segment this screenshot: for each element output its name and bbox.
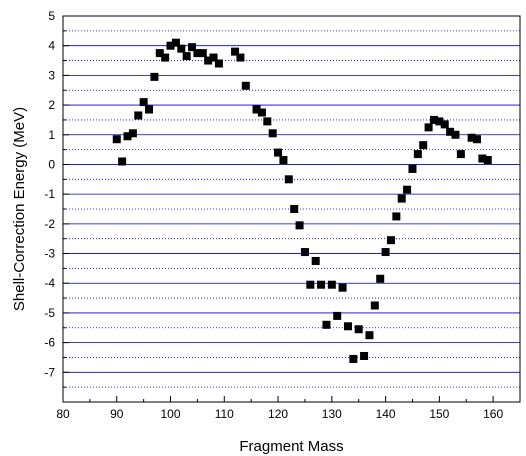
- data-point: [435, 117, 444, 126]
- data-points: [112, 38, 492, 363]
- data-point: [483, 156, 492, 165]
- x-tick-label: 130: [322, 407, 342, 421]
- y-axis-title: Shell-Correction Energy (MeV): [11, 107, 28, 311]
- data-point: [311, 256, 320, 265]
- data-point: [376, 274, 385, 283]
- y-tick-label: 0: [48, 157, 55, 171]
- data-point: [171, 38, 180, 47]
- axis-ticks: [62, 15, 494, 402]
- data-point: [397, 194, 406, 203]
- data-point: [446, 127, 455, 136]
- data-point: [349, 354, 358, 363]
- x-tick-label: 110: [215, 407, 234, 421]
- x-tick-label: 100: [161, 407, 181, 421]
- x-tick-label: 160: [483, 407, 503, 421]
- data-point: [419, 141, 428, 150]
- x-axis-title: Fragment Mass: [239, 438, 343, 455]
- data-point: [290, 205, 299, 213]
- y-tick-label: 1: [48, 128, 55, 142]
- data-point: [134, 111, 143, 120]
- data-point: [198, 49, 207, 58]
- data-point: [295, 221, 304, 230]
- data-point: [478, 154, 487, 163]
- data-point: [252, 105, 261, 114]
- tick-labels: 80 90 100 110 120 130 140 150 160 -7 -6 -5 -4 -3 -2 -1 0…: [44, 9, 503, 421]
- data-point: [128, 129, 137, 138]
- x-tick-label: 120: [268, 407, 288, 421]
- data-point: [155, 49, 164, 58]
- data-point: [145, 105, 154, 114]
- data-point: [284, 175, 293, 184]
- y-tick-label: -5: [44, 306, 55, 320]
- y-tick-label: -1: [44, 187, 55, 201]
- x-tick-label: 140: [376, 407, 396, 421]
- data-point: [354, 325, 363, 334]
- y-tick-label: -4: [44, 276, 55, 290]
- y-tick-label: -2: [44, 217, 55, 231]
- data-point: [209, 53, 218, 62]
- data-point: [327, 280, 336, 289]
- y-tick-label: -3: [44, 247, 55, 261]
- data-point: [214, 59, 223, 68]
- gridlines: [63, 30, 520, 388]
- data-point: [204, 56, 213, 65]
- data-point: [392, 212, 401, 221]
- data-point: [467, 133, 476, 142]
- x-tick-label: 90: [110, 407, 124, 421]
- x-tick-label: 150: [429, 407, 449, 421]
- data-point: [268, 129, 277, 138]
- y-tick-label: 4: [48, 39, 55, 53]
- data-point: [279, 156, 288, 165]
- data-point: [300, 248, 309, 257]
- data-point: [456, 150, 465, 159]
- data-point: [360, 351, 369, 360]
- data-point: [274, 148, 283, 157]
- data-point: [403, 185, 412, 194]
- data-point: [440, 120, 449, 129]
- data-point: [317, 280, 326, 289]
- data-point: [322, 320, 331, 329]
- y-tick-label: -7: [44, 365, 55, 379]
- data-point: [112, 135, 121, 144]
- y-tick-label: -6: [44, 336, 55, 350]
- data-point: [182, 52, 191, 61]
- data-point: [139, 98, 148, 107]
- data-point: [118, 157, 127, 166]
- data-point: [241, 81, 250, 90]
- data-point: [306, 280, 315, 289]
- y-tick-label: 2: [48, 98, 55, 112]
- data-point: [257, 108, 266, 117]
- data-point: [343, 322, 352, 331]
- y-tick-label: 5: [48, 9, 55, 23]
- data-point: [177, 44, 186, 53]
- data-point: [150, 72, 159, 81]
- data-point: [263, 117, 272, 126]
- data-point: [123, 132, 132, 141]
- data-point: [424, 123, 433, 132]
- data-point: [429, 115, 438, 124]
- data-point: [193, 49, 202, 58]
- data-point: [386, 236, 395, 245]
- data-point: [370, 301, 379, 310]
- x-tick-label: 80: [56, 407, 70, 421]
- data-point: [188, 43, 197, 52]
- data-point: [338, 283, 347, 292]
- data-point: [472, 135, 481, 144]
- data-point: [365, 331, 374, 340]
- data-point: [166, 41, 175, 50]
- data-point: [413, 150, 422, 159]
- data-point: [333, 311, 342, 320]
- data-point: [161, 53, 170, 62]
- data-point: [236, 53, 245, 62]
- data-point: [451, 130, 460, 139]
- data-point: [408, 164, 417, 173]
- y-tick-label: 3: [48, 68, 55, 82]
- data-point: [231, 47, 240, 56]
- data-point: [381, 248, 390, 257]
